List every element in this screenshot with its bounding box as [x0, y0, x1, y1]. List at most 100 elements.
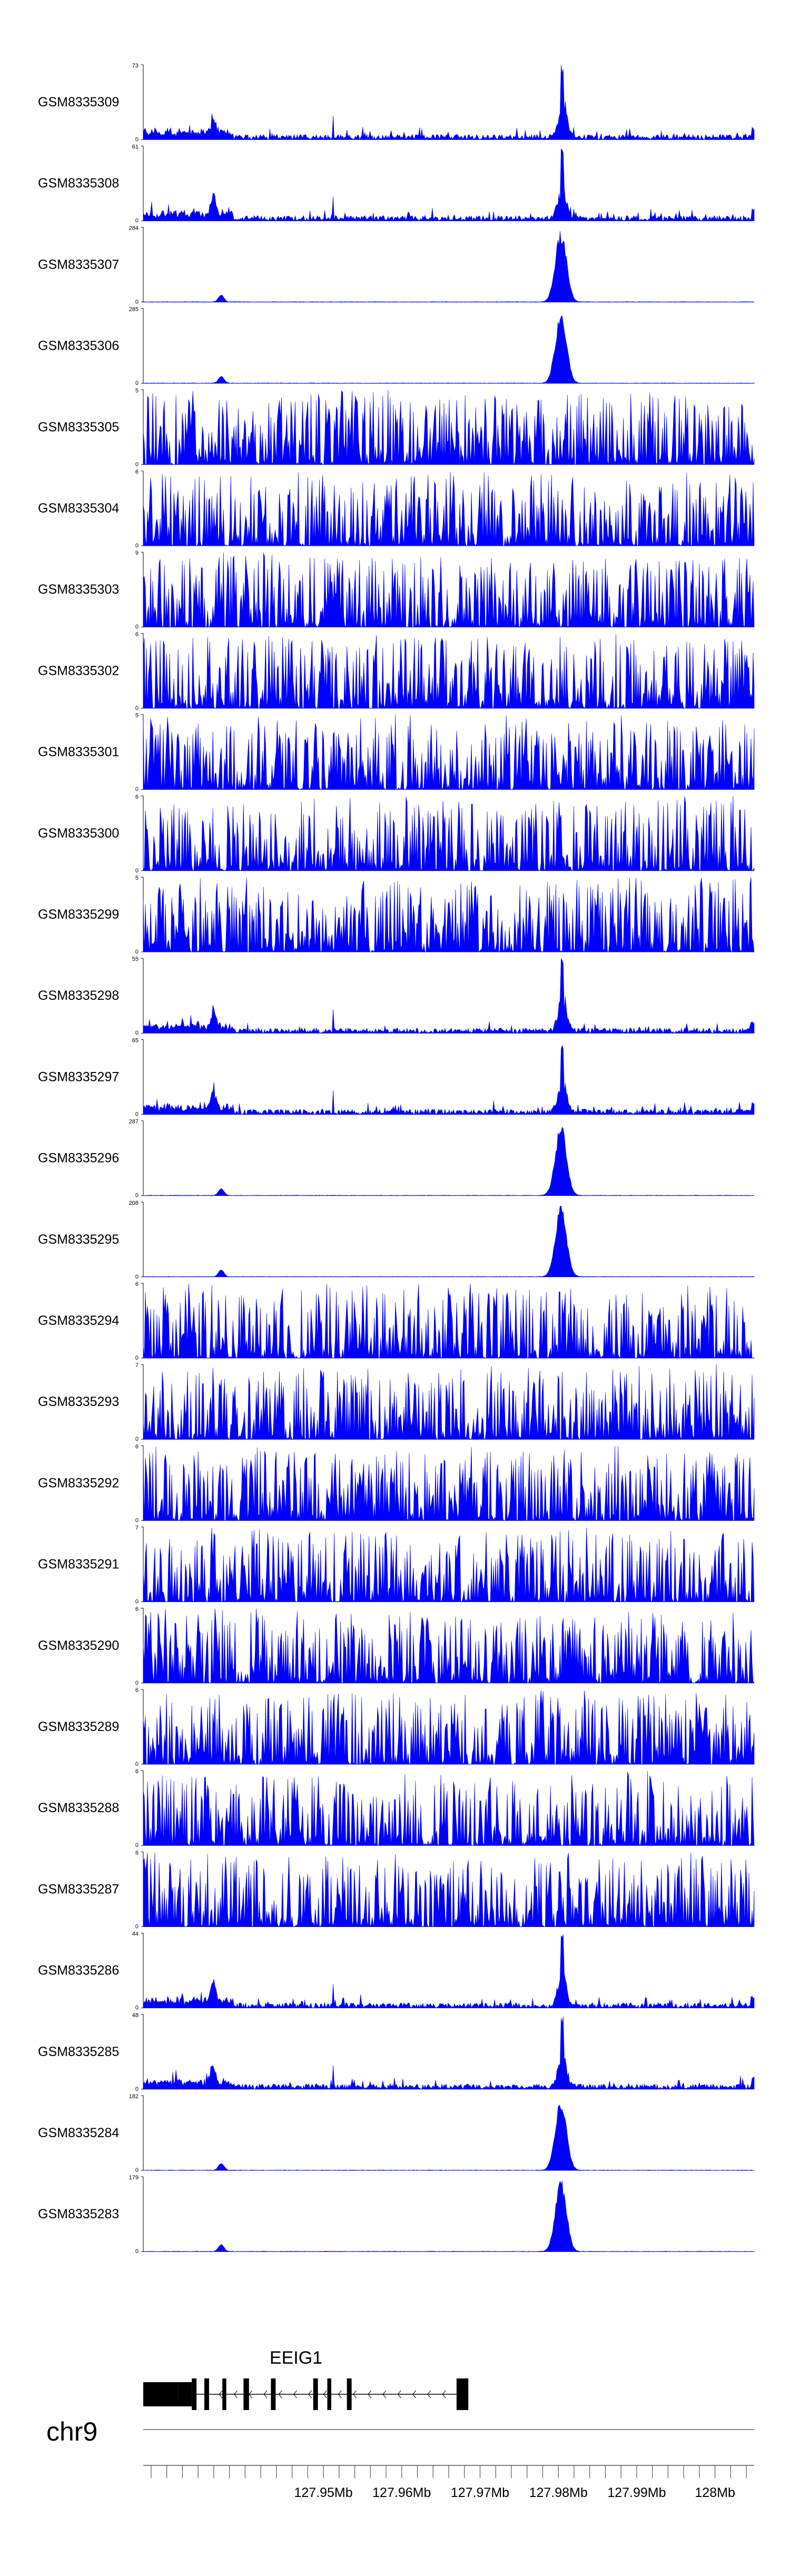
- track-GSM8335288: GSM8335288 6 0: [38, 1768, 755, 1849]
- track-ymax-label: 5: [135, 388, 139, 394]
- strand-arrow: [368, 2390, 372, 2398]
- gene-exon: [222, 2378, 226, 2410]
- coverage-area: [143, 65, 755, 140]
- track-label: GSM8335283: [38, 2207, 119, 2221]
- strand-arrow: [308, 2390, 312, 2398]
- track-label: GSM8335307: [38, 257, 119, 272]
- track-GSM8335297: GSM8335297 65 0: [38, 1037, 755, 1117]
- coverage-area: [143, 634, 755, 709]
- gene-exon: [347, 2378, 352, 2410]
- track-label: GSM8335294: [38, 1313, 119, 1328]
- track-label: GSM8335286: [38, 1963, 119, 1978]
- track-ymin-label: 0: [135, 2086, 139, 2092]
- track-ymax-label: 48: [132, 2012, 139, 2019]
- track-ymin-label: 0: [135, 2167, 139, 2174]
- track-label: GSM8335288: [38, 1801, 119, 1815]
- gene-exon: [204, 2378, 209, 2410]
- track-GSM8335308: GSM8335308 61 0: [38, 144, 755, 224]
- track-ymax-label: 5: [135, 713, 139, 719]
- gene-exon: [327, 2378, 331, 2410]
- track-ymin-label: 0: [135, 949, 139, 955]
- x-tick-label: 128Mb: [695, 2485, 735, 2500]
- track-ymin-label: 0: [135, 705, 139, 711]
- track-label: GSM8335297: [38, 1069, 119, 1084]
- track-GSM8335294: GSM8335294 6 0: [38, 1281, 755, 1361]
- track-GSM8335284: GSM8335284 182 0: [38, 2093, 755, 2174]
- track-GSM8335292: GSM8335292 6 0: [38, 1443, 755, 1523]
- strand-arrow: [323, 2390, 327, 2398]
- coverage-area: [143, 1446, 755, 1521]
- track-ymax-label: 6: [135, 1606, 139, 1613]
- strand-arrow: [233, 2390, 238, 2398]
- track-ymin-label: 0: [135, 1599, 139, 1605]
- track-ymin-label: 0: [135, 543, 139, 549]
- track-GSM8335299: GSM8335299 5 0: [38, 875, 755, 955]
- track-ymin-label: 0: [135, 1355, 139, 1361]
- track-ymin-label: 0: [135, 218, 139, 224]
- track-label: GSM8335285: [38, 2044, 119, 2059]
- strand-arrow: [293, 2390, 297, 2398]
- track-label: GSM8335292: [38, 1476, 119, 1490]
- coverage-area: [143, 1206, 755, 1277]
- coverage-tracks: GSM8335309730GSM8335308610GSM83353072840…: [38, 63, 755, 2255]
- track-ymax-label: 179: [129, 2175, 139, 2181]
- strand-arrow: [397, 2390, 401, 2398]
- coverage-area: [143, 1364, 755, 1440]
- track-ymin-label: 0: [135, 1517, 139, 1523]
- coverage-area: [143, 1045, 755, 1115]
- track-label: GSM8335301: [38, 745, 119, 760]
- track-GSM8335303: GSM8335303 9 0: [38, 550, 755, 630]
- coverage-area: [143, 877, 755, 952]
- track-ymax-label: 9: [135, 550, 139, 556]
- track-ymin-label: 0: [135, 1274, 139, 1280]
- track-ymax-label: 7: [135, 1525, 139, 1531]
- track-ymax-label: 6: [135, 794, 139, 800]
- track-ymax-label: 61: [132, 144, 139, 150]
- strand-arrow: [338, 2390, 342, 2398]
- track-ymax-label: 5: [135, 875, 139, 881]
- track-label: GSM8335306: [38, 339, 119, 353]
- track-ymax-label: 65: [132, 1037, 139, 1044]
- track-ymax-label: 182: [129, 2093, 139, 2100]
- gene-exon: [456, 2378, 469, 2410]
- track-ymax-label: 285: [129, 307, 139, 313]
- track-ymin-label: 0: [135, 2248, 139, 2255]
- track-GSM8335302: GSM8335302 6 0: [38, 631, 755, 711]
- track-ymin-label: 0: [135, 1030, 139, 1036]
- track-label: GSM8335304: [38, 501, 119, 516]
- strand-arrow: [278, 2390, 282, 2398]
- coverage-area: [143, 2180, 755, 2252]
- track-GSM8335283: GSM8335283 179 0: [38, 2175, 755, 2255]
- track-ymin-label: 0: [135, 1680, 139, 1686]
- track-ymax-label: 6: [135, 1687, 139, 1694]
- strand-arrow: [412, 2390, 416, 2398]
- gene-track: EEIG1: [143, 2348, 469, 2410]
- coverage-area: [143, 315, 755, 384]
- chromosome-ideogram: chr9: [46, 2417, 754, 2446]
- coverage-area: [143, 1852, 755, 1928]
- x-tick-label: 127.95Mb: [294, 2485, 352, 2500]
- track-GSM8335301: GSM8335301 5 0: [38, 713, 755, 793]
- coverage-area: [143, 553, 755, 628]
- track-label: GSM8335287: [38, 1882, 119, 1896]
- gene-exon: [178, 2382, 192, 2406]
- x-tick-label: 127.98Mb: [529, 2485, 588, 2500]
- track-ymax-label: 6: [135, 1850, 139, 1856]
- coverage-area: [143, 1283, 755, 1359]
- track-ymin-label: 0: [135, 380, 139, 387]
- track-GSM8335304: GSM8335304 6 0: [38, 469, 755, 549]
- track-ymax-label: 287: [129, 1119, 139, 1125]
- coverage-area: [143, 231, 755, 302]
- track-label: GSM8335305: [38, 420, 119, 435]
- gene-exon: [271, 2378, 276, 2410]
- track-label: GSM8335289: [38, 1719, 119, 1734]
- track-label: GSM8335300: [38, 826, 119, 841]
- track-label: GSM8335284: [38, 2126, 119, 2140]
- track-label: GSM8335298: [38, 988, 119, 1003]
- track-ymin-label: 0: [135, 1111, 139, 1117]
- track-GSM8335290: GSM8335290 6 0: [38, 1606, 755, 1686]
- coverage-area: [143, 1934, 755, 2009]
- track-ymin-label: 0: [135, 1436, 139, 1442]
- track-ymax-label: 6: [135, 1281, 139, 1287]
- track-ymax-label: 6: [135, 1768, 139, 1775]
